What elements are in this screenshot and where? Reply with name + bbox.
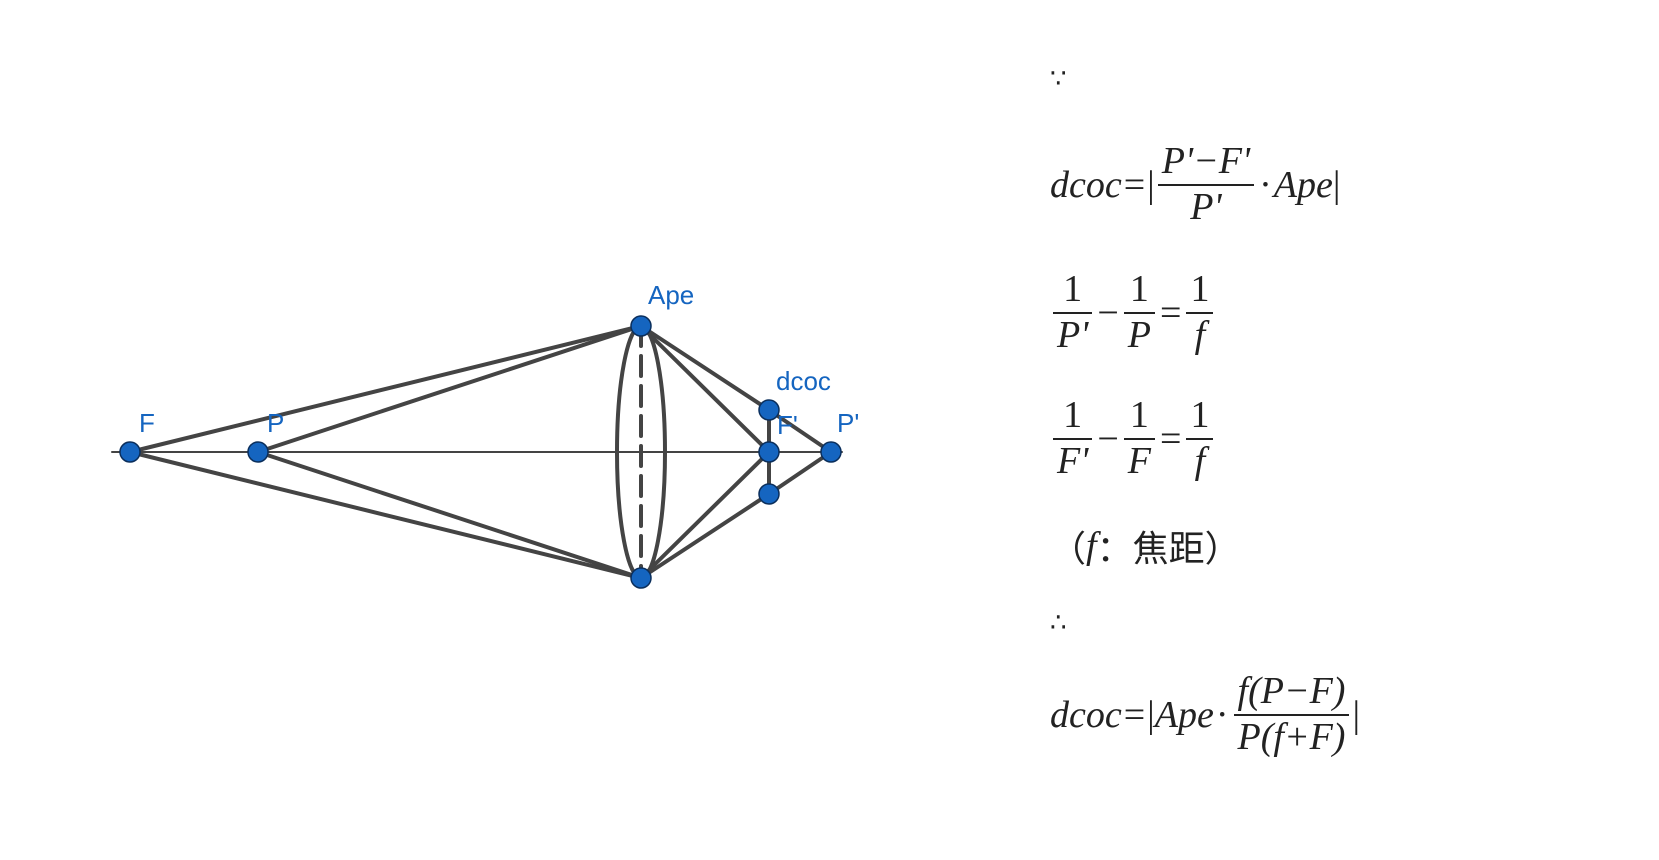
f3-fraction-a: 1 F' <box>1053 394 1093 483</box>
note-text: ：焦距） <box>1096 529 1241 570</box>
f3-minus: − <box>1097 417 1119 460</box>
f3-c-numerator: 1 <box>1190 394 1210 436</box>
f2-fraction-b: 1 P <box>1123 268 1155 357</box>
f4-denominator: P(f+F) <box>1237 715 1346 758</box>
label-ape: Ape <box>648 280 694 310</box>
ray-pprime-top-ext <box>767 408 833 454</box>
label-f: F <box>139 408 155 438</box>
f4-lhs: dcoc <box>1050 693 1122 736</box>
ray-pprime-bottom-ext <box>767 450 833 496</box>
f4-abs-close: | <box>1352 693 1361 736</box>
f3-a-denominator: F' <box>1057 439 1089 482</box>
f2-a-denominator: P' <box>1057 313 1089 356</box>
point-dcoc-top <box>758 399 780 421</box>
ray-fprime-bottom <box>639 450 771 580</box>
f2-b-numerator: 1 <box>1129 268 1149 310</box>
note-open-paren: （ <box>1050 529 1087 570</box>
ray-f-bottom <box>128 450 643 580</box>
lens-diagram: F P Ape dcoc F' P' <box>111 280 859 589</box>
f3-c-bar <box>1186 437 1214 440</box>
point-dcoc-bottom <box>758 483 780 505</box>
f2-minus: − <box>1097 291 1119 334</box>
ray-pprime-top <box>639 324 771 412</box>
f2-equals: = <box>1160 291 1182 334</box>
f1-abs-close: | <box>1332 163 1341 206</box>
point-ape-bottom <box>630 567 652 589</box>
f2-b-bar <box>1123 311 1155 314</box>
ray-p-top <box>256 324 643 454</box>
f1-abs-open: | <box>1147 163 1155 206</box>
f1-fraction-bar <box>1157 183 1255 186</box>
f3-fraction-c: 1 f <box>1186 394 1214 483</box>
f3-b-denominator: F <box>1127 439 1151 482</box>
f1-dot: · <box>1259 163 1272 206</box>
therefore-glyph: ∴ <box>1050 608 1067 638</box>
f4-dot: · <box>1215 693 1229 736</box>
formula-lens-f: 1 F' − 1 F = 1 f <box>1050 394 1216 483</box>
ray-f-top <box>128 324 643 454</box>
f4-abs-open: | <box>1147 693 1155 736</box>
point-fprime <box>758 441 780 463</box>
point-p <box>247 441 269 463</box>
f2-c-denominator: f <box>1194 313 1206 356</box>
note-variable: f <box>1086 525 1097 567</box>
f4-fraction: f(P−F) P(f+F) <box>1233 670 1350 759</box>
because-symbol: ∵ <box>1050 66 1067 92</box>
f1-fraction: P'−F' P' <box>1157 140 1255 229</box>
point-f <box>119 441 141 463</box>
label-p: P <box>267 408 284 438</box>
formula-panel: ∵ dcoc = | P'−F' P' · Ape | 1 P' − 1 P =… <box>1050 0 1610 860</box>
f3-b-numerator: 1 <box>1129 394 1149 436</box>
focal-length-note: （ f ：焦距） <box>1050 520 1241 572</box>
ray-pprime-bottom <box>639 492 771 580</box>
ray-p-bottom <box>256 450 643 580</box>
formula-dcoc-definition: dcoc = | P'−F' P' · Ape | <box>1050 140 1340 229</box>
f1-equals: = <box>1123 163 1146 206</box>
label-fprime: F' <box>777 410 798 440</box>
point-ape-top <box>630 315 652 337</box>
therefore-symbol: ∴ <box>1050 610 1067 636</box>
f2-b-denominator: P <box>1127 313 1151 356</box>
f4-equals: = <box>1123 693 1146 736</box>
label-pprime: P' <box>837 408 859 438</box>
f3-a-numerator: 1 <box>1063 394 1083 436</box>
f1-lhs: dcoc <box>1050 163 1122 206</box>
because-glyph: ∵ <box>1050 64 1067 94</box>
f3-equals: = <box>1160 417 1182 460</box>
f4-ape: Ape <box>1154 693 1214 736</box>
f1-ape: Ape <box>1273 163 1333 206</box>
f4-fraction-bar <box>1233 713 1350 716</box>
f2-fraction-a: 1 P' <box>1053 268 1093 357</box>
label-dcoc: dcoc <box>776 366 831 396</box>
formula-lens-p: 1 P' − 1 P = 1 f <box>1050 268 1216 357</box>
f1-numerator: P'−F' <box>1161 140 1251 182</box>
f3-fraction-b: 1 F <box>1123 394 1155 483</box>
f2-fraction-c: 1 f <box>1186 268 1214 357</box>
point-pprime <box>820 441 842 463</box>
f2-a-bar <box>1053 311 1093 314</box>
f3-a-bar <box>1053 437 1093 440</box>
f2-a-numerator: 1 <box>1063 268 1083 310</box>
formula-dcoc-result: dcoc = | Ape · f(P−F) P(f+F) | <box>1050 670 1360 759</box>
ray-fprime-top <box>639 324 771 454</box>
f1-denominator: P' <box>1190 185 1222 228</box>
f2-c-bar <box>1186 311 1214 314</box>
f3-b-bar <box>1123 437 1155 440</box>
f2-c-numerator: 1 <box>1190 268 1210 310</box>
f4-numerator: f(P−F) <box>1237 670 1346 712</box>
f3-c-denominator: f <box>1194 439 1206 482</box>
